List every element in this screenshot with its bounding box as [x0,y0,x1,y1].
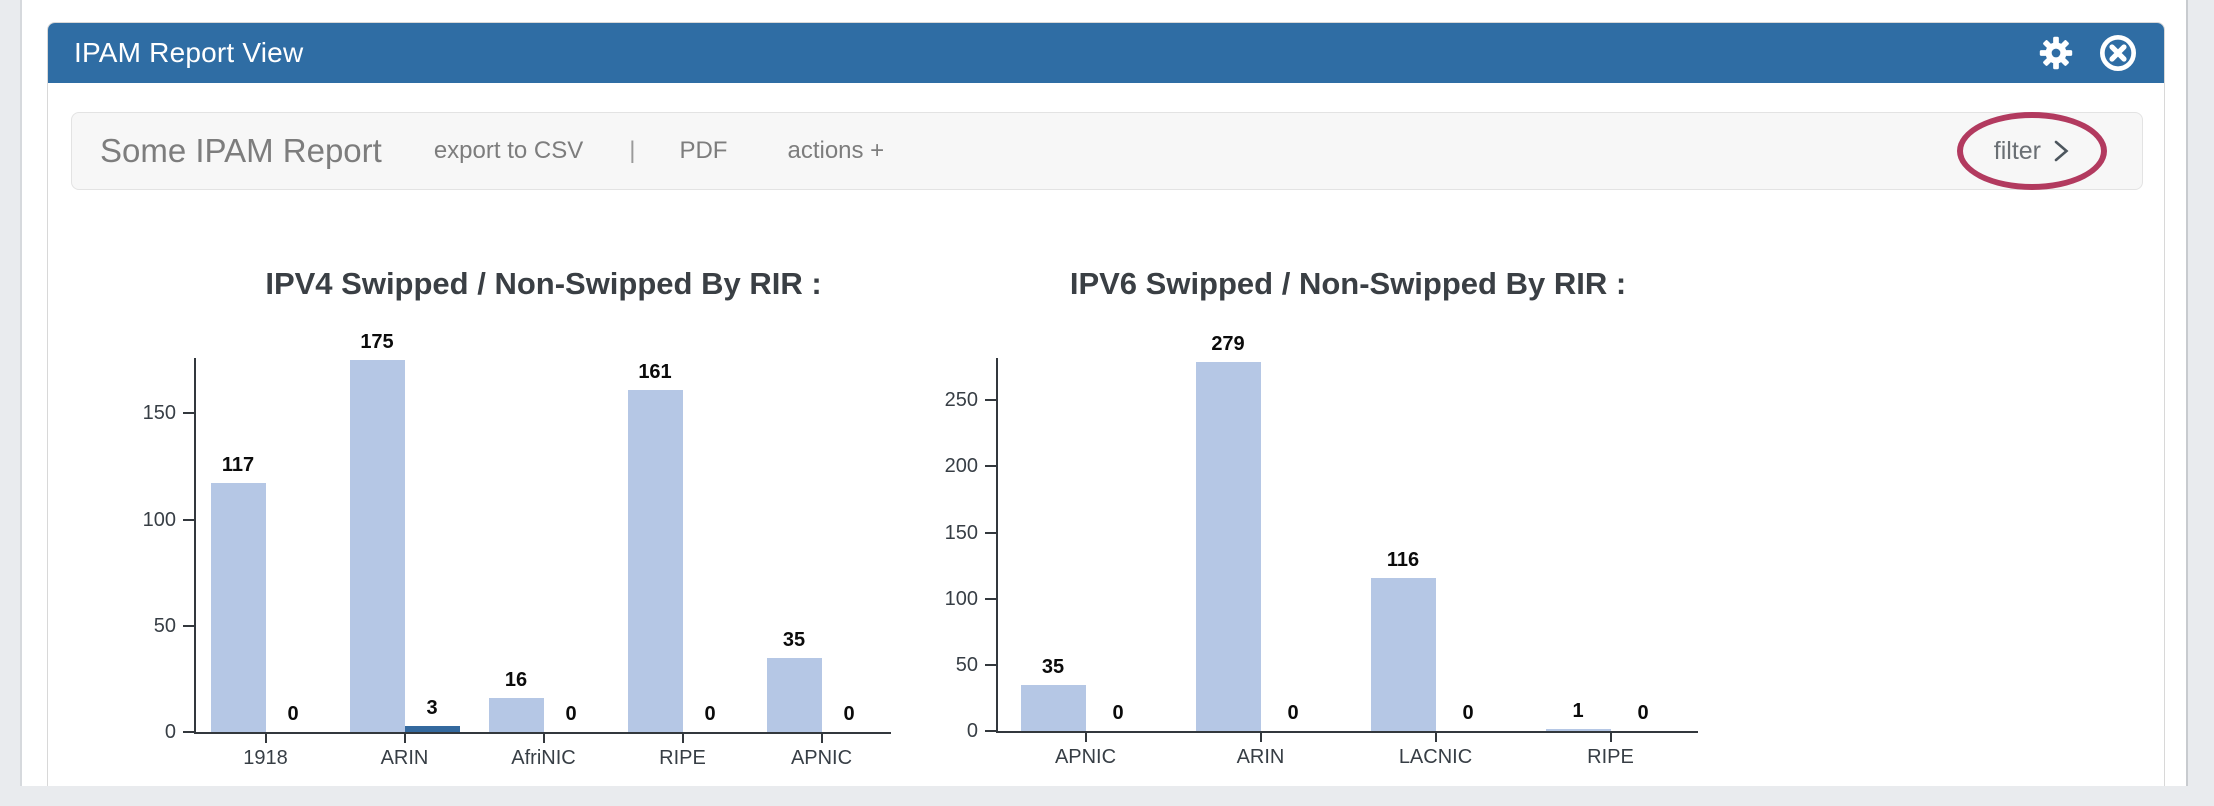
bar-value-label: 0 [1462,702,1474,724]
chart-title: IPV6 Swipped / Non-Swipped By RIR : [1069,266,1627,301]
x-category-label: AfriNIC [511,747,576,769]
y-tick-label: 0 [164,721,176,743]
bar-value-label: 35 [782,628,806,651]
y-tick-label: 200 [944,455,978,478]
bar-value-label: 0 [1287,702,1299,724]
bar-value-label: 175 [360,331,394,354]
bar-value-label: 0 [287,703,299,725]
y-tick-mark [985,730,996,732]
y-tick-label: 100 [142,508,176,531]
header-icon-group [2038,33,2138,73]
bar-value-label: 0 [565,703,577,725]
bar-swipped [1020,684,1086,731]
bar-value-label: 0 [704,703,716,725]
y-tick-mark [985,663,996,666]
y-tick-mark [183,518,194,521]
settings-gear-icon[interactable] [2038,35,2074,71]
bar-value-label: 0 [1112,702,1124,724]
x-category-label: APNIC [790,747,853,769]
actions-menu-button[interactable]: actions + [787,137,885,164]
bar-value-label: 16 [504,669,528,691]
bar-non-swipped [404,725,460,732]
x-axis-line [194,732,891,734]
export-csv-button[interactable]: export to CSV [433,137,584,164]
x-tick-mark [1434,733,1437,742]
y-tick-mark [985,465,996,468]
y-tick-label: 100 [944,587,978,610]
x-category-label: RIPE [659,747,706,769]
bar-value-label: 0 [843,703,855,725]
report-title: Some IPAM Report [100,132,382,169]
y-tick-mark [183,624,194,627]
ipam-report-modal: IPAM Report View [47,22,2165,786]
x-tick-mark [820,734,823,743]
bar-value-label: 0 [1637,702,1649,724]
y-tick-mark [183,731,194,733]
bar-value-label: 161 [638,360,672,383]
x-axis-line [996,731,1698,733]
y-tick-label: 150 [142,402,176,425]
x-tick-mark [542,734,545,743]
x-tick-mark [1609,733,1612,742]
x-tick-mark [264,734,267,743]
filter-button[interactable]: filter [1956,112,2107,190]
ipv6-swipped-chart: IPV6 Swipped / Non-Swipped By RIR : 0 50 1… [945,266,1760,806]
bar-swipped [1195,361,1261,731]
x-tick-mark [1084,733,1087,742]
chart-title: IPV4 Swipped / Non-Swipped By RIR : [265,266,822,301]
bar-value-label: 117 [221,454,255,477]
x-tick-mark [403,734,406,743]
export-pdf-button[interactable]: PDF [679,137,728,164]
y-tick-label: 250 [944,389,978,412]
bar-swipped [1545,729,1611,731]
y-tick-mark [183,412,194,415]
toolbar-separator: | [629,137,636,164]
modal-header: IPAM Report View [48,23,2164,83]
ipv4-swipped-chart: IPV4 Swipped / Non-Swipped By RIR : 0 50 1… [143,266,938,806]
y-tick-mark [985,531,996,534]
bar-swipped [349,360,405,732]
x-category-label: LACNIC [1398,746,1473,768]
bar-value-label: 35 [1041,655,1065,678]
bar-value-label: 279 [1211,332,1245,355]
y-axis-line [194,358,196,734]
bar-swipped [210,483,266,732]
filter-label: filter [1993,136,2041,165]
bar-swipped [627,389,683,732]
content-viewport: IPAM Report View [20,0,2188,786]
x-tick-mark [681,734,684,743]
bar-swipped [488,698,544,732]
x-tick-mark [1259,733,1262,742]
report-toolbar: Some IPAM Report export to CSV | PDF act… [71,112,2143,190]
modal-title: IPAM Report View [74,37,304,68]
x-category-label: APNIC [1054,746,1117,768]
x-category-label: ARIN [380,747,429,769]
bar-value-label: 116 [1386,548,1420,571]
bar-swipped [766,657,822,732]
x-category-label: 1918 [243,747,288,769]
y-axis-line [996,358,998,733]
y-tick-label: 50 [955,653,978,676]
x-category-label: ARIN [1236,746,1285,768]
y-tick-label: 0 [966,720,978,742]
y-tick-mark [985,399,996,402]
y-tick-label: 50 [153,614,176,637]
bar-value-label: 3 [426,696,438,719]
bar-swipped [1370,577,1436,731]
chevron-right-icon [2054,140,2069,162]
x-category-label: RIPE [1587,746,1634,768]
y-tick-mark [985,597,996,600]
close-circle-x-icon[interactable] [2098,33,2138,73]
y-tick-label: 150 [944,521,978,544]
bar-value-label: 1 [1572,700,1584,722]
